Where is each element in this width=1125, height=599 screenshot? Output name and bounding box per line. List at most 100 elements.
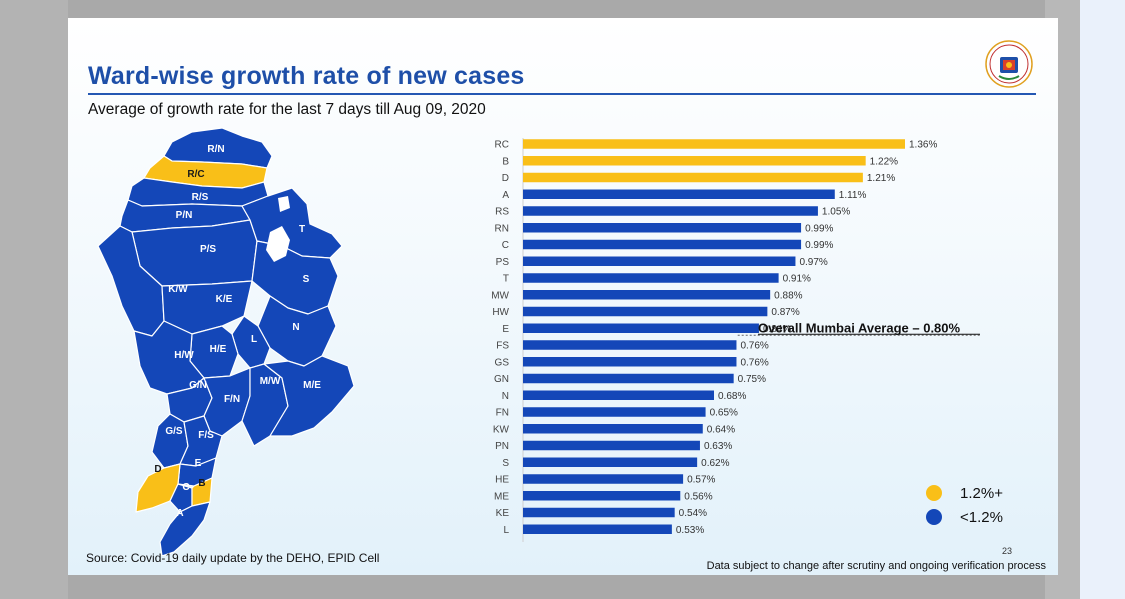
bar-me [523, 491, 681, 501]
right-background [1080, 0, 1125, 599]
bar-d [523, 172, 863, 183]
category-label: S [502, 458, 509, 469]
value-label: 0.99% [805, 240, 833, 251]
slide-subtitle: Average of growth rate for the last 7 da… [88, 101, 486, 118]
bar-a [523, 189, 835, 199]
title-divider [88, 93, 1036, 95]
bar-mw [523, 290, 771, 300]
ward-label-kw: K/W [168, 284, 188, 295]
bar-gn [523, 373, 734, 384]
ward-label-c: C [182, 482, 189, 493]
municipal-emblem-icon [985, 40, 1033, 88]
ward-label-l: L [251, 334, 257, 345]
ward-label-gn: G/N [189, 380, 207, 391]
category-label: HE [495, 475, 509, 486]
category-label: L [503, 525, 509, 536]
bar-l [523, 524, 672, 534]
growth-rate-bar-chart: RC 1.36% B 1.22% D 1.21% A 1.11% RS 1.05% RN 0.99% C… [491, 138, 980, 542]
ward-label-s: S [303, 274, 310, 285]
category-label: FS [496, 341, 509, 352]
category-label: MW [491, 290, 509, 301]
category-label: B [502, 156, 509, 167]
legend-label-high: 1.2%+ [960, 484, 1003, 502]
bar-e [523, 323, 759, 333]
source-note: Source: Covid-19 daily update by the DEH… [86, 551, 380, 565]
bar-rn [523, 223, 802, 233]
category-label: FN [496, 408, 509, 419]
page-number: 23 [1001, 546, 1012, 556]
category-label: C [502, 240, 509, 251]
bar-rs [523, 206, 818, 216]
lake-shape [266, 226, 290, 262]
value-label: 0.88% [774, 290, 802, 301]
category-label: N [502, 391, 509, 402]
legend-item-high: 1.2%+ [926, 481, 1003, 505]
bar-he [523, 474, 684, 484]
ward-label-ke: K/E [216, 294, 233, 305]
legend: 1.2%+ <1.2% [926, 481, 1003, 529]
slide: Ward-wise growth rate of new cases Avera… [68, 18, 1058, 575]
ward-label-fn: F/N [224, 394, 240, 405]
ward-label-pn: P/N [176, 210, 193, 221]
category-label: GN [494, 374, 509, 385]
disclaimer-note: Data subject to change after scrutiny an… [706, 560, 1046, 572]
legend-swatch-high [926, 485, 942, 501]
value-label: 1.05% [822, 207, 850, 218]
category-label: KE [496, 508, 510, 519]
value-label: 0.76% [740, 357, 768, 368]
category-label: HW [492, 307, 509, 318]
ward-label-d: D [154, 464, 161, 475]
bar-c [523, 239, 802, 250]
bar-pn [523, 440, 700, 451]
slide-title: Ward-wise growth rate of new cases [88, 62, 525, 90]
value-label: 0.68% [718, 391, 746, 402]
value-label: 0.62% [701, 458, 729, 469]
ward-label-fs: F/S [198, 430, 214, 441]
ward-label-ps: P/S [200, 244, 216, 255]
category-label: RN [495, 223, 509, 234]
value-label: 0.91% [783, 274, 811, 285]
value-label: 0.87% [771, 307, 799, 318]
ward-label-mw: M/W [260, 376, 281, 387]
category-label: T [503, 274, 509, 285]
average-reference-label: Overall Mumbai Average – 0.80% [758, 320, 961, 335]
ward-label-gs: G/S [165, 426, 183, 437]
category-label: RS [495, 207, 509, 218]
value-label: 0.57% [687, 475, 715, 486]
ward-region-a [159, 501, 211, 556]
bar-ps [523, 256, 796, 266]
left-background [0, 0, 68, 599]
ward-label-b: B [198, 478, 205, 489]
category-label: PS [496, 257, 510, 268]
ward-label-n: N [292, 322, 299, 333]
ward-label-t: T [299, 224, 305, 235]
category-label: E [502, 324, 509, 335]
legend-item-low: <1.2% [926, 505, 1003, 529]
value-label: 1.36% [909, 140, 937, 151]
category-label: GS [495, 357, 510, 368]
category-label: D [502, 173, 509, 184]
category-label: KW [493, 424, 510, 435]
bar-t [523, 273, 779, 283]
legend-label-low: <1.2% [960, 508, 1003, 526]
value-label: 0.54% [679, 508, 707, 519]
ward-label-he: H/E [210, 344, 227, 355]
value-label: 1.21% [867, 173, 895, 184]
ward-map: R/N R/C R/S P/N P/S T S K/W K/E N L H/E H/W G/N F/N M/W… [97, 127, 355, 556]
bar-rc [523, 139, 905, 149]
category-label: PN [495, 441, 509, 452]
ward-region-me [263, 355, 355, 437]
value-label: 0.56% [684, 491, 712, 502]
ward-label-rn: R/N [207, 144, 224, 155]
bar-kw [523, 424, 703, 434]
bar-hw [523, 306, 768, 317]
category-label: A [502, 190, 509, 201]
bar-gs [523, 357, 737, 367]
value-label: 0.75% [738, 374, 766, 385]
value-label: 0.76% [740, 341, 768, 352]
value-label: 0.97% [799, 257, 827, 268]
ward-label-rs: R/S [192, 192, 209, 203]
value-label: 0.84% [763, 324, 791, 335]
bar-s [523, 457, 698, 467]
category-label: RC [495, 140, 509, 151]
